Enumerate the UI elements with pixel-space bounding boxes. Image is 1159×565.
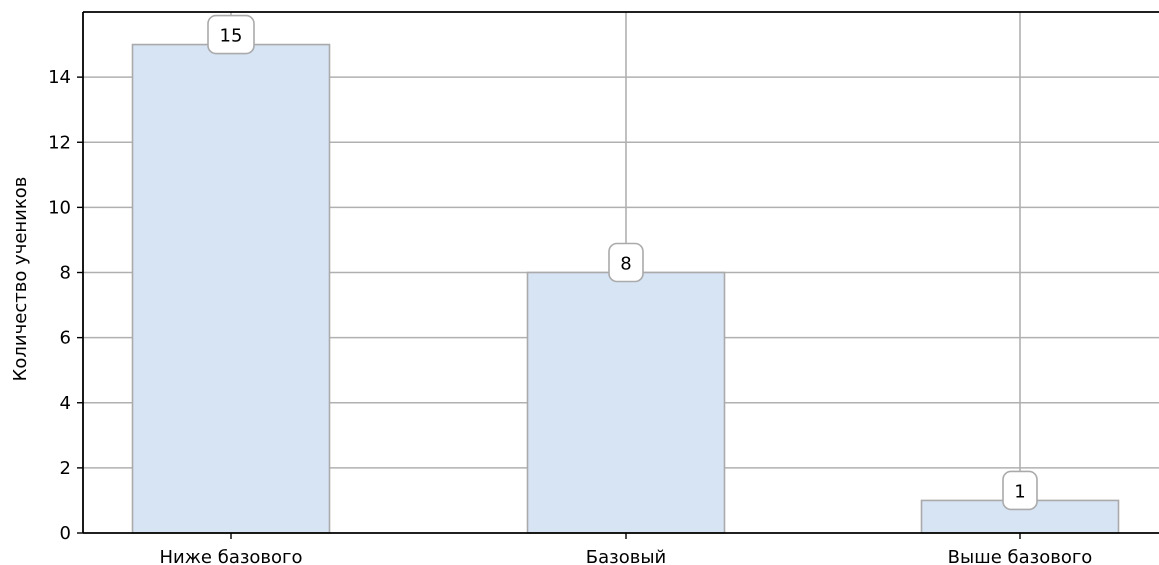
- x-tick-label: Базовый: [586, 547, 666, 565]
- data-label-text: 8: [620, 254, 631, 275]
- y-tick-label: 8: [60, 263, 71, 284]
- data-label-box: [207, 14, 255, 55]
- bar: [526, 271, 726, 534]
- bar: [131, 43, 331, 534]
- y-tick-label: 0: [60, 523, 71, 544]
- y-tick-label: 6: [60, 328, 71, 349]
- y-tick-label: 12: [48, 132, 71, 153]
- data-label: 1: [1002, 470, 1038, 511]
- y-tick-label: 4: [60, 393, 71, 414]
- data-label-box: [1002, 470, 1038, 511]
- y-tick-label: 10: [48, 197, 71, 218]
- data-label-text: 1: [1014, 481, 1025, 502]
- y-tick-label: 2: [60, 458, 71, 479]
- x-tick-label: Выше базового: [948, 547, 1093, 565]
- x-tick-label: Ниже базового: [159, 547, 302, 565]
- axes-layer: 0 2 4 6 8 10 12 14 Ниже базового Базовый Выше базо…: [48, 11, 1159, 565]
- data-label: 8: [608, 242, 644, 283]
- y-tick-label: 14: [48, 67, 71, 88]
- y-axis-title: Количество учеников: [10, 177, 31, 382]
- data-label: 15: [207, 14, 255, 55]
- data-label-text: 15: [220, 26, 243, 47]
- data-label-box: [608, 242, 644, 283]
